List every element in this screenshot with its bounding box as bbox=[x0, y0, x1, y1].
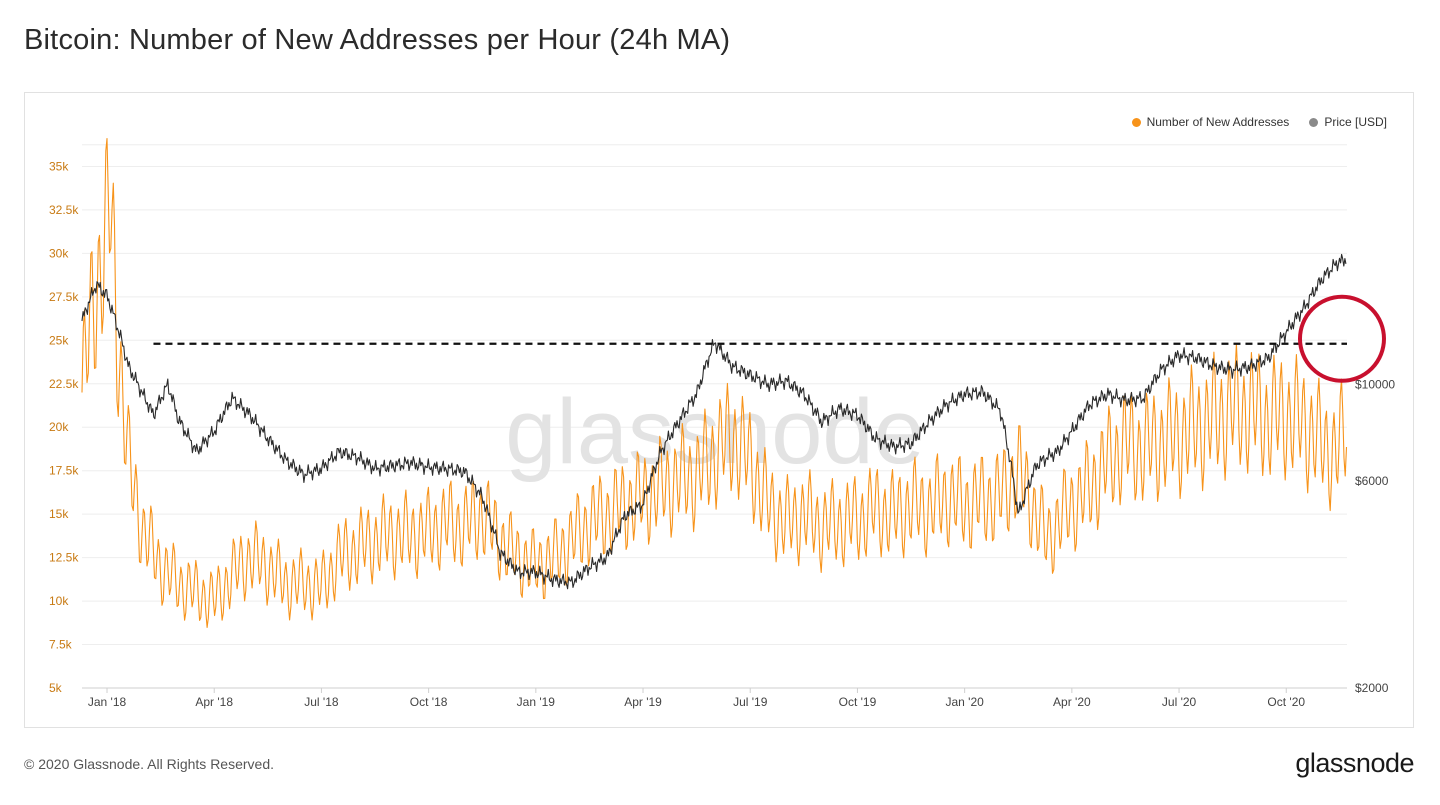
left-axis-tick-label: 15k bbox=[49, 507, 69, 521]
legend-label-price: Price [USD] bbox=[1324, 115, 1387, 129]
legend-dot-gray-icon bbox=[1309, 117, 1319, 127]
x-axis-tick-label: Apr '20 bbox=[1053, 695, 1091, 709]
series-line-price bbox=[81, 253, 1347, 590]
chart-canvas[interactable]: glassnode 5k 7.5k 10k 12.5k 15k 17.5k 20k 22.5k… bbox=[25, 93, 1413, 727]
left-axis-tick-label: 5k bbox=[49, 681, 63, 695]
brand-logo[interactable]: glassnode bbox=[1295, 748, 1414, 778]
left-axis-tick-label: 27.5k bbox=[49, 290, 79, 304]
left-axis-tick-label: 12.5k bbox=[49, 551, 79, 565]
legend-item-new-addresses[interactable]: Number of New Addresses bbox=[1131, 115, 1290, 129]
left-axis-tick-label: 35k bbox=[49, 159, 69, 173]
x-axis-tick-label: Oct '20 bbox=[1267, 695, 1305, 709]
left-axis-tick-label: 10k bbox=[49, 594, 69, 608]
x-axis-tick-label: Oct '18 bbox=[410, 695, 448, 709]
left-axis: 5k 7.5k 10k 12.5k 15k 17.5k 20k 22.5k 25k 27.5k 30… bbox=[49, 159, 79, 695]
left-axis-tick-label: 22.5k bbox=[49, 377, 79, 391]
legend: Number of New Addresses Price [USD] bbox=[1131, 115, 1387, 129]
series-line-new-addresses bbox=[81, 138, 1348, 628]
x-axis-tick-label: Jan '18 bbox=[88, 695, 127, 709]
x-axis: Jan '18 Apr '18 Jul '18 Oct '18 Jan '19 Apr '… bbox=[88, 688, 1305, 709]
highlight-circle bbox=[1297, 294, 1386, 383]
chart-panel: glassnode 5k 7.5k 10k 12.5k 15k 17.5k 20k 22.5k… bbox=[24, 92, 1414, 728]
legend-dot-orange-icon bbox=[1131, 117, 1141, 127]
left-axis-tick-label: 32.5k bbox=[49, 203, 79, 217]
right-axis-tick-label: $2000 bbox=[1355, 681, 1389, 695]
right-axis: $2000 $6000 $10000 bbox=[1355, 377, 1395, 695]
x-axis-tick-label: Apr '19 bbox=[624, 695, 662, 709]
x-axis-tick-label: Apr '18 bbox=[195, 695, 233, 709]
x-axis-tick-label: Jul '19 bbox=[733, 695, 768, 709]
left-axis-tick-label: 7.5k bbox=[49, 638, 73, 652]
x-axis-tick-label: Jul '18 bbox=[304, 695, 339, 709]
legend-label-new-addresses: Number of New Addresses bbox=[1146, 115, 1290, 129]
watermark: glassnode bbox=[505, 381, 924, 483]
left-axis-tick-label: 30k bbox=[49, 246, 69, 260]
x-axis-tick-label: Oct '19 bbox=[839, 695, 877, 709]
left-axis-tick-label: 17.5k bbox=[49, 464, 79, 478]
left-axis-tick-label: 20k bbox=[49, 420, 69, 434]
right-axis-tick-label: $10000 bbox=[1355, 377, 1395, 391]
copyright-footer: © 2020 Glassnode. All Rights Reserved. bbox=[24, 756, 275, 772]
chart-title: Bitcoin: Number of New Addresses per Hou… bbox=[24, 24, 731, 56]
x-axis-tick-label: Jan '20 bbox=[945, 695, 984, 709]
x-axis-tick-label: Jul '20 bbox=[1162, 695, 1197, 709]
right-axis-tick-label: $6000 bbox=[1355, 474, 1389, 488]
x-axis-tick-label: Jan '19 bbox=[517, 695, 556, 709]
legend-item-price[interactable]: Price [USD] bbox=[1309, 115, 1387, 129]
left-axis-tick-label: 25k bbox=[49, 333, 69, 347]
